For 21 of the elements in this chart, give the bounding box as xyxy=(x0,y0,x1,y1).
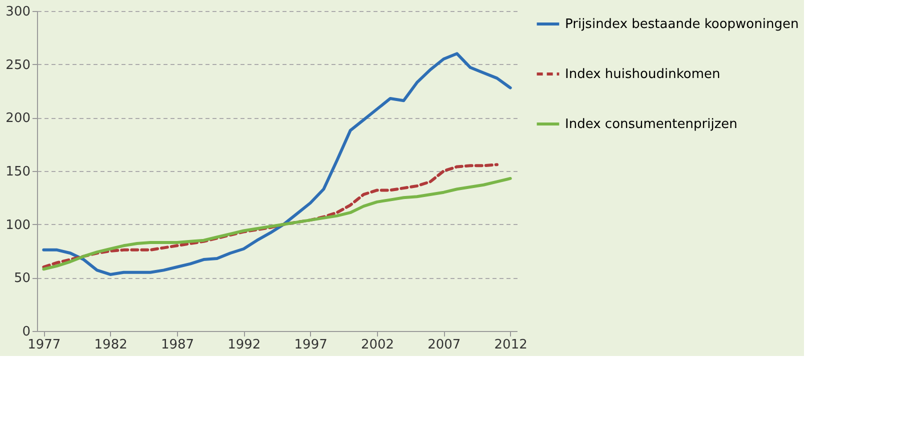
y-tick-label: 300 xyxy=(6,4,30,20)
y-tick-label: 150 xyxy=(6,164,30,180)
x-tick-label: 2012 xyxy=(494,338,528,352)
y-tick-label: 0 xyxy=(22,324,30,340)
y-tick-label: 200 xyxy=(6,111,30,126)
y-tick-label: 50 xyxy=(14,271,30,286)
x-tick-label: 2002 xyxy=(360,338,394,352)
legend-label: Prijsindex bestaande koopwoningen xyxy=(565,17,799,32)
x-tick-label: 2007 xyxy=(428,338,461,352)
line-series xyxy=(42,163,498,268)
y-tick-label: 250 xyxy=(6,58,30,73)
line-series xyxy=(42,52,512,276)
x-tick-label: 1977 xyxy=(28,338,61,352)
y-tick-label: 100 xyxy=(6,218,30,233)
x-tick-label: 1982 xyxy=(94,338,128,352)
x-tick-label: 1987 xyxy=(160,338,194,352)
line-series xyxy=(42,176,512,271)
legend-label: Index huishoudinkomen xyxy=(565,67,720,82)
x-tick-label: 1992 xyxy=(228,338,261,352)
legend-label: Index consumentenprijzen xyxy=(565,117,738,132)
x-tick-label: 1997 xyxy=(294,338,328,352)
